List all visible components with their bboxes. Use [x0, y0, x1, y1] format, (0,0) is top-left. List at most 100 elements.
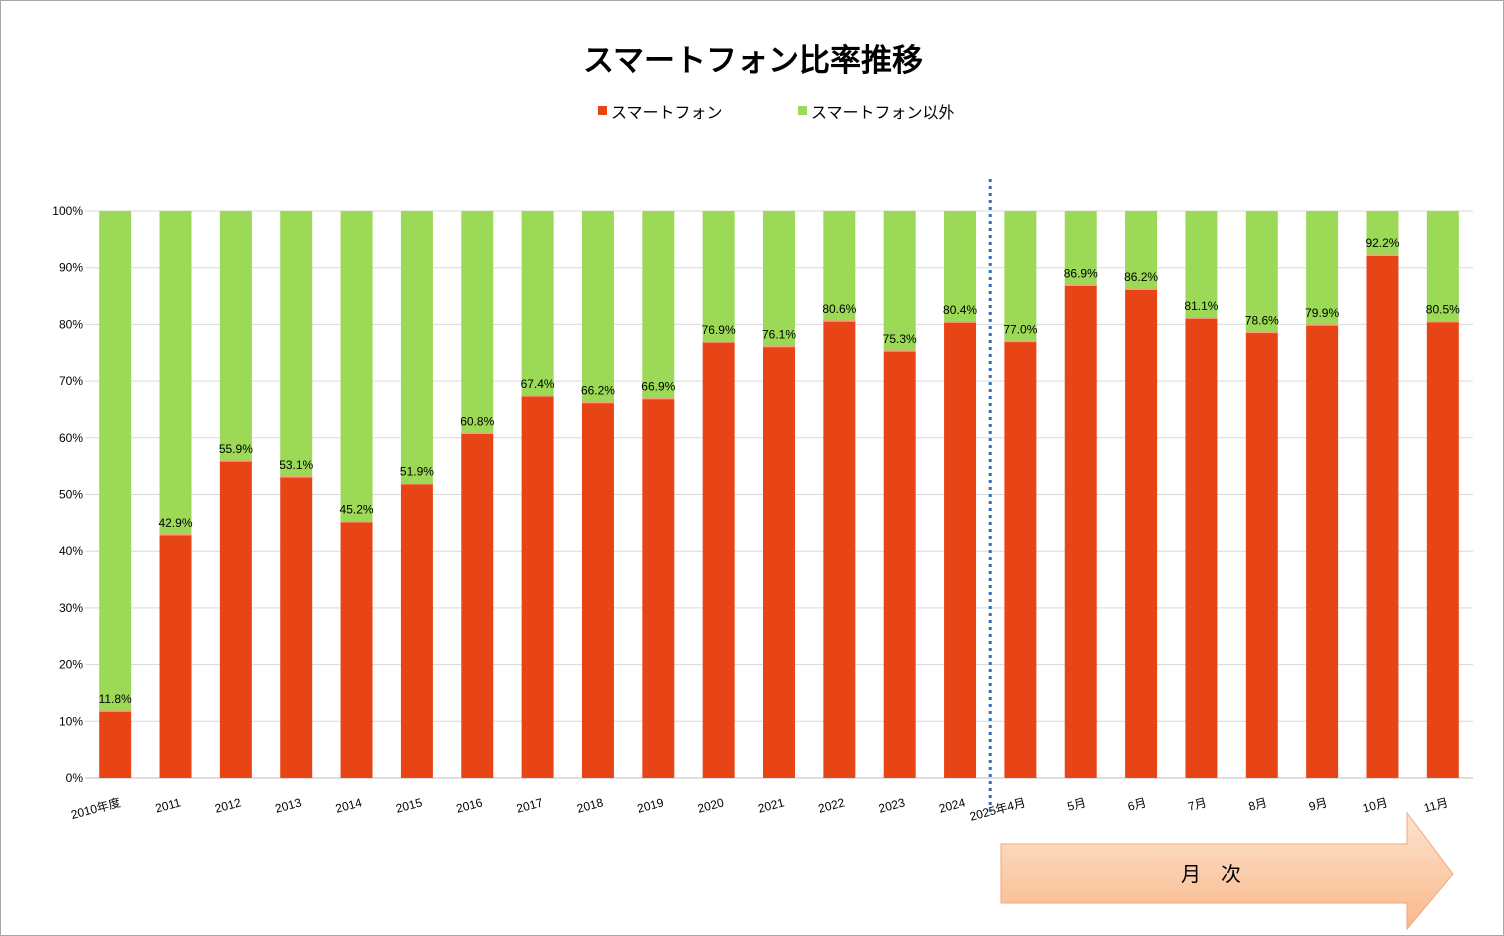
bar-smartphone	[280, 476, 313, 778]
data-label: 51.9%	[400, 465, 434, 479]
bar-smartphone	[702, 341, 735, 778]
bar-non-smartphone	[1004, 211, 1037, 342]
x-tick-label: 9月	[1307, 795, 1329, 813]
bar-non-smartphone	[1426, 211, 1459, 322]
bar-non-smartphone	[883, 211, 916, 352]
x-tick-label: 2022	[817, 795, 847, 816]
bar-smartphone	[159, 534, 192, 778]
bar-smartphone	[1004, 341, 1037, 778]
bar-smartphone	[1366, 255, 1399, 778]
bars	[99, 211, 1459, 778]
data-label: 86.2%	[1124, 270, 1158, 284]
bar-non-smartphone	[1185, 211, 1218, 319]
bar-non-smartphone	[461, 211, 494, 434]
data-labels: 11.8% 42.9% 55.9% 53.1% 45.2% 51.9% 60.8% 67.4%…	[99, 236, 1461, 706]
x-tick-label: 2020	[696, 795, 726, 816]
bar-non-smartphone	[219, 211, 252, 462]
bar-non-smartphone	[340, 211, 373, 522]
x-tick-label: 2014	[334, 795, 364, 816]
data-label: 86.9%	[1064, 266, 1098, 280]
bar-smartphone	[1306, 324, 1339, 778]
monthly-arrow-shape	[1000, 811, 1454, 931]
x-tick-label: 2010年度	[69, 794, 122, 822]
x-tick-label: 2025年4月	[968, 795, 1027, 823]
data-label: 11.8%	[99, 692, 132, 706]
bar-smartphone	[1185, 318, 1218, 778]
legend-swatch-non-smartphone	[798, 106, 807, 115]
chart-title: スマートフォン比率推移	[583, 43, 923, 79]
x-tick-label: 7月	[1187, 795, 1209, 813]
bar-non-smartphone	[642, 211, 675, 399]
y-tick-label: 80%	[59, 317, 83, 331]
bar-non-smartphone	[521, 211, 554, 396]
x-tick-label: 2012	[213, 795, 243, 816]
x-tick-label: 2016	[455, 795, 485, 816]
y-tick-label: 90%	[59, 261, 83, 275]
bar-smartphone	[763, 346, 795, 778]
bar-smartphone	[642, 398, 675, 778]
bar-non-smartphone	[702, 211, 735, 342]
bar-smartphone	[1426, 321, 1459, 778]
bar-non-smartphone	[280, 211, 313, 477]
y-tick-label: 50%	[59, 488, 83, 502]
bar-non-smartphone	[400, 211, 433, 484]
bar-smartphone	[1245, 332, 1278, 778]
bar-non-smartphone	[763, 211, 795, 347]
y-tick-label: 60%	[59, 431, 83, 445]
data-label: 75.3%	[883, 332, 917, 346]
data-label: 76.1%	[762, 328, 796, 342]
x-tick-label: 8月	[1247, 795, 1269, 813]
x-tick-label: 2021	[756, 795, 786, 816]
bar-smartphone	[581, 402, 614, 778]
y-axis: 0% 10% 20% 30% 40% 50% 60% 70% 80% 90% 100%	[52, 204, 1473, 785]
data-label: 80.5%	[1426, 303, 1460, 317]
y-tick-label: 0%	[66, 771, 84, 785]
bar-smartphone	[99, 711, 132, 778]
bar-smartphone	[521, 395, 554, 778]
x-tick-label: 5月	[1066, 795, 1088, 813]
data-label: 60.8%	[460, 414, 494, 428]
bar-non-smartphone	[1245, 211, 1278, 333]
bar-non-smartphone	[1064, 211, 1097, 286]
data-label: 42.9%	[159, 516, 193, 530]
data-label: 81.1%	[1184, 299, 1218, 313]
data-label: 45.2%	[340, 503, 374, 517]
x-tick-label: 6月	[1126, 795, 1148, 813]
legend-swatch-smartphone	[598, 106, 607, 115]
bar-non-smartphone	[1125, 211, 1158, 290]
bar-smartphone	[461, 433, 494, 778]
x-tick-label: 2024	[937, 795, 967, 816]
x-tick-label: 2015	[394, 795, 424, 816]
data-label: 77.0%	[1003, 322, 1037, 336]
x-axis: 2010年度 2011 2012 2013 2014 2015 2016 2017 2018 20…	[69, 794, 1450, 823]
y-tick-label: 30%	[59, 601, 83, 615]
bar-non-smartphone	[1306, 211, 1339, 325]
x-tick-label: 10月	[1361, 795, 1389, 815]
bar-non-smartphone	[581, 211, 614, 403]
data-label: 78.6%	[1245, 313, 1279, 327]
monthly-arrow: 月 次	[1000, 811, 1454, 931]
bar-smartphone	[400, 483, 433, 778]
y-tick-label: 20%	[59, 658, 83, 672]
x-tick-label: 2023	[877, 795, 907, 816]
y-tick-label: 100%	[52, 204, 83, 218]
y-tick-label: 10%	[59, 714, 83, 728]
monthly-arrow-label: 月 次	[1181, 862, 1241, 886]
x-tick-label: 11月	[1422, 795, 1449, 815]
bar-non-smartphone	[823, 211, 856, 321]
bar-smartphone	[883, 351, 916, 778]
x-tick-label: 2019	[636, 795, 666, 816]
legend-label-non-smartphone: スマートフォン以外	[811, 103, 955, 122]
data-label: 55.9%	[219, 442, 253, 456]
data-label: 76.9%	[702, 323, 736, 337]
data-label: 80.4%	[943, 303, 977, 317]
x-tick-label: 2018	[575, 795, 605, 816]
bar-smartphone	[340, 521, 373, 778]
bar-smartphone	[944, 322, 977, 778]
data-label: 80.6%	[822, 302, 856, 316]
bar-non-smartphone	[944, 211, 977, 323]
x-tick-label: 2017	[515, 795, 545, 816]
y-tick-label: 40%	[59, 544, 83, 558]
